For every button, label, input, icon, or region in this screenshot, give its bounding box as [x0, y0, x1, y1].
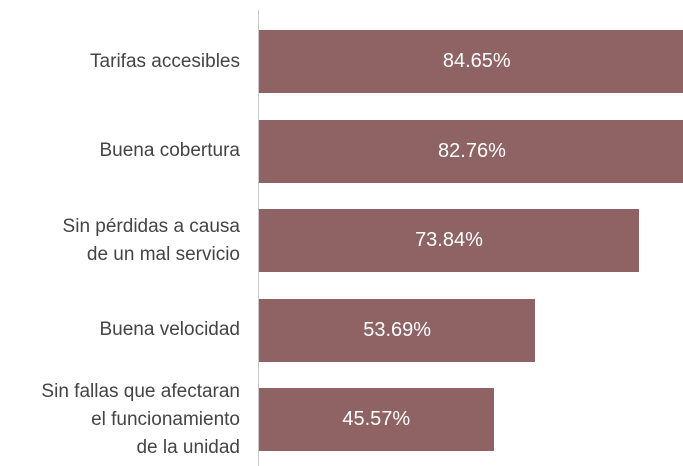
category-axis: [258, 10, 259, 466]
bar: [259, 209, 639, 272]
category-label: Buena velocidad: [99, 319, 241, 340]
data-label: 45.57%: [342, 408, 411, 430]
data-label: 82.76%: [438, 139, 506, 162]
category-label: Sin fallas que afectaran el funcionamien…: [41, 380, 240, 458]
data-label: 53.69%: [363, 318, 432, 341]
bar: [259, 298, 536, 362]
data-label: 84.65%: [442, 50, 511, 72]
data-label: 73.84%: [415, 229, 483, 251]
category-label: Sin pérdidas a causa de un mal servicio: [62, 215, 240, 265]
category-label: Buena cobertura: [99, 140, 241, 161]
bar: [259, 30, 683, 93]
bar: [259, 388, 494, 451]
bar: [259, 119, 683, 183]
category-label: Tarifas accesibles: [90, 50, 240, 72]
